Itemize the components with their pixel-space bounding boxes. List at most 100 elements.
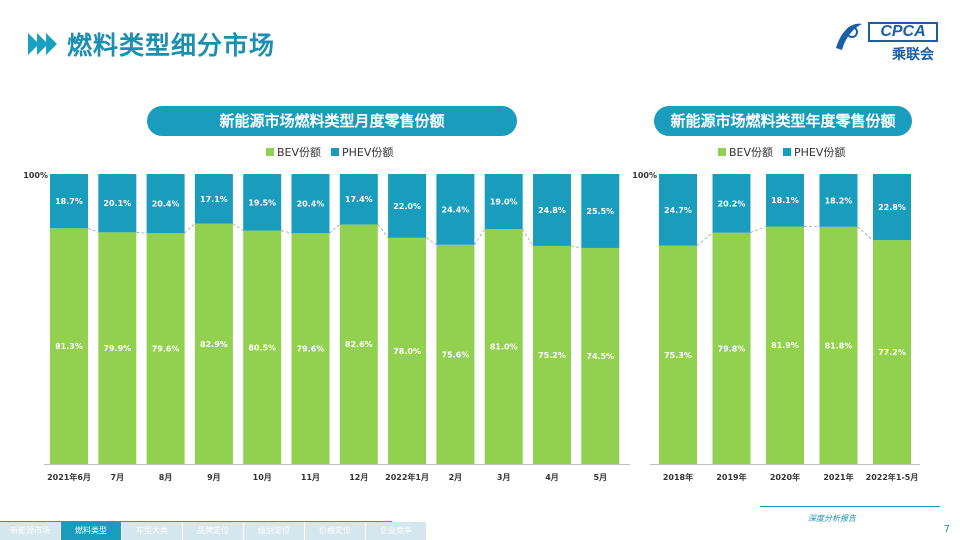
- monthly-share-chart: 100% 18.7% 81.3% 2021年6月 20.1% 79.9% 7月 20.4% 79…: [23, 171, 630, 482]
- bar-phev: [291, 174, 330, 234]
- x-tick-label: 2月: [449, 473, 463, 482]
- data-label-phev: 18.2%: [825, 196, 853, 205]
- data-label-phev: 17.4%: [345, 195, 373, 204]
- page-title: 燃料类型细分市场: [67, 31, 276, 60]
- bar-bev: [146, 233, 185, 464]
- x-tick-label: 8月: [159, 473, 173, 482]
- data-label-phev: 22.0%: [393, 202, 421, 211]
- x-tick-label: 7月: [111, 473, 125, 482]
- legend-item-phev: PHEV份额: [783, 144, 845, 160]
- x-tick-label: 2019年: [716, 472, 746, 482]
- bar-bev: [533, 245, 571, 464]
- bar-phev: [50, 174, 88, 229]
- data-label-phev: 19.5%: [248, 198, 276, 207]
- footer-divider: [760, 506, 940, 507]
- data-label-bev: 79.6%: [152, 345, 180, 354]
- bar-phev: [533, 174, 571, 246]
- data-label-bev: 81.9%: [771, 341, 799, 350]
- x-tick-label: 9月: [207, 473, 221, 482]
- data-label-phev: 20.4%: [297, 200, 325, 209]
- legend-label: BEV份额: [729, 146, 774, 159]
- bar-phev: [194, 174, 233, 224]
- series-connector: [281, 230, 292, 234]
- bar-phev: [712, 174, 751, 233]
- yearly-chart-title: 新能源市场燃料类型年度零售份额: [654, 106, 912, 136]
- footer-tag: 深度分析报告: [808, 514, 856, 523]
- bar-bev: [873, 240, 911, 464]
- x-tick-label: 5月: [594, 473, 608, 482]
- bar-phev: [243, 174, 282, 231]
- x-tick-label: 2020年: [770, 472, 800, 482]
- bar-bev: [339, 224, 378, 464]
- nav-item[interactable]: 价格定位: [305, 522, 366, 540]
- nav-item[interactable]: 车型大类: [122, 522, 183, 540]
- section-nav: 新能源市场 燃料类型 车型大类 品牌定位 级别定位 价格定位 企业竞争: [0, 522, 427, 540]
- nav-item[interactable]: 燃料类型: [61, 522, 122, 540]
- bar-phev: [98, 174, 137, 233]
- series-connector: [696, 232, 713, 246]
- cpca-logo: CPCA 乘联会: [828, 18, 938, 63]
- chevron-double-icon: [28, 33, 57, 55]
- yearly-legend: BEV份额 PHEV份额: [718, 144, 855, 160]
- bar-bev: [819, 226, 858, 464]
- x-tick-label: 4月: [545, 473, 559, 482]
- page-number: 7: [943, 524, 950, 535]
- series-connector: [329, 224, 341, 234]
- series-connector: [570, 245, 582, 249]
- data-label-phev: 18.7%: [55, 197, 83, 206]
- nav-item[interactable]: 级别定位: [244, 522, 305, 540]
- bar-bev: [194, 223, 233, 464]
- nav-item[interactable]: 新能源市场: [0, 522, 61, 540]
- data-label-bev: 81.0%: [490, 343, 518, 352]
- logo-sub: 乘联会: [892, 47, 934, 63]
- bar-phev: [388, 174, 427, 238]
- bar-phev: [484, 174, 523, 230]
- data-label-phev: 17.1%: [200, 195, 228, 204]
- data-label-bev: 74.5%: [586, 352, 614, 361]
- bar-bev: [581, 247, 620, 464]
- series-connector: [750, 226, 767, 233]
- data-label-bev: 80.5%: [248, 343, 276, 352]
- bar-phev: [766, 174, 804, 227]
- x-tick-label: 2021年6月: [47, 472, 91, 482]
- yearly-share-chart: 100% 24.7% 75.3% 2018年 20.2% 79.8% 2019年 18.1% 8…: [632, 171, 920, 482]
- legend-label: PHEV份额: [794, 146, 846, 159]
- x-tick-label: 2022年1月: [385, 472, 429, 482]
- data-label-phev: 20.1%: [103, 199, 131, 208]
- data-label-bev: 81.8%: [825, 341, 853, 350]
- data-label-phev: 24.7%: [664, 206, 692, 215]
- bar-bev: [98, 232, 137, 464]
- bar-bev: [766, 226, 804, 464]
- data-label-bev: 79.8%: [718, 344, 746, 353]
- y-tick-label: 100%: [632, 171, 657, 180]
- data-label-phev: 20.2%: [718, 199, 746, 208]
- data-label-phev: 24.4%: [442, 205, 470, 214]
- bar-bev: [659, 245, 697, 464]
- x-tick-label: 2021年: [823, 472, 853, 482]
- bar-bev: [388, 237, 427, 464]
- data-label-phev: 20.4%: [152, 200, 180, 209]
- bar-bev: [712, 232, 751, 464]
- data-label-bev: 82.9%: [200, 340, 228, 349]
- x-tick-label: 10月: [253, 473, 272, 482]
- data-label-phev: 22.8%: [878, 203, 906, 212]
- bar-phev: [581, 174, 620, 248]
- series-connector: [474, 228, 486, 245]
- data-label-bev: 75.3%: [664, 351, 692, 360]
- nav-item[interactable]: 品牌定位: [183, 522, 244, 540]
- data-label-bev: 82.6%: [345, 340, 373, 349]
- data-label-bev: 75.2%: [538, 351, 566, 360]
- bar-bev: [484, 229, 523, 464]
- data-label-phev: 19.0%: [490, 198, 518, 207]
- x-tick-label: 11月: [301, 473, 320, 482]
- logo-main: CPCA: [868, 22, 938, 42]
- data-label-bev: 75.6%: [442, 350, 470, 359]
- y-tick-label: 100%: [23, 171, 48, 180]
- bar-phev: [659, 174, 697, 246]
- series-connector: [377, 224, 389, 239]
- nav-item[interactable]: 企业竞争: [366, 522, 427, 540]
- nav-divider: [0, 521, 392, 522]
- bar-bev: [50, 228, 88, 464]
- legend-item-bev: BEV份额: [266, 144, 321, 160]
- series-connector: [522, 228, 534, 247]
